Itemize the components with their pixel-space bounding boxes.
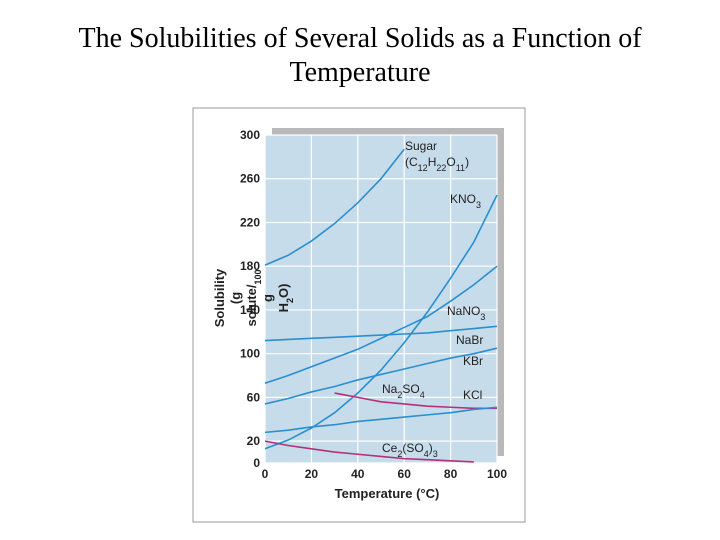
label-part: 3 bbox=[480, 312, 485, 322]
series-label: NaBr bbox=[456, 333, 483, 347]
label-part: ) bbox=[429, 441, 433, 455]
label-part: 2 bbox=[285, 298, 295, 303]
label-part: Ce bbox=[382, 441, 398, 455]
x-tick-label: 20 bbox=[305, 467, 319, 481]
y-tick-label: 180 bbox=[240, 259, 260, 273]
label-part: 3 bbox=[476, 200, 481, 210]
label-part: 12 bbox=[418, 163, 428, 173]
label-part: solute/ bbox=[244, 284, 259, 326]
series-line bbox=[264, 148, 405, 266]
label-part: O bbox=[446, 155, 455, 169]
series-label: Sugar (C12H22O11) bbox=[405, 139, 469, 173]
series-label: Na2SO4 bbox=[382, 382, 425, 400]
label-part: NaNO bbox=[447, 304, 480, 318]
y-tick-label: 140 bbox=[240, 303, 260, 317]
label-part: NaBr bbox=[456, 333, 483, 347]
series-label: NaNO3 bbox=[447, 304, 485, 322]
label-part: KBr bbox=[463, 354, 483, 368]
series-line bbox=[264, 265, 498, 384]
label-part: g bbox=[260, 294, 275, 302]
series-label: KCl bbox=[463, 388, 482, 402]
label-part: 4 bbox=[424, 449, 429, 459]
lines bbox=[264, 148, 498, 463]
grid bbox=[264, 134, 498, 464]
plot-area bbox=[265, 135, 497, 463]
y-tick-label: 0 bbox=[253, 456, 260, 470]
x-axis-title: Temperature (°C) bbox=[335, 486, 440, 501]
series-label: KNO3 bbox=[450, 192, 481, 210]
series-label: KBr bbox=[463, 354, 483, 368]
label-part: 2 bbox=[397, 390, 402, 400]
y-tick-label: 20 bbox=[247, 434, 261, 448]
series-line bbox=[264, 347, 498, 405]
label-part: H bbox=[428, 155, 437, 169]
label-part: Sugar bbox=[405, 139, 437, 153]
label-part: 100 bbox=[253, 270, 263, 285]
y-tick-label: 220 bbox=[240, 215, 260, 229]
label-part: 11 bbox=[456, 163, 465, 173]
x-tick-label: 80 bbox=[444, 467, 458, 481]
label-part: (C bbox=[405, 155, 418, 169]
slide-title: The Solubilities of Several Solids as a … bbox=[78, 23, 642, 88]
y-tick-label: 300 bbox=[240, 128, 260, 142]
label-part: H bbox=[276, 303, 291, 312]
series-line bbox=[264, 406, 498, 434]
label-part: (g bbox=[228, 292, 243, 304]
label-part: Na bbox=[382, 382, 398, 396]
series-line bbox=[334, 392, 497, 410]
label-part: SO bbox=[402, 382, 419, 396]
x-tick-label: 100 bbox=[487, 467, 507, 481]
series-line bbox=[264, 194, 498, 450]
x-tick-label: 40 bbox=[351, 467, 365, 481]
x-tick-label: 60 bbox=[398, 467, 412, 481]
label-part: ) bbox=[465, 155, 469, 169]
label-part: (SO bbox=[402, 441, 423, 455]
y-tick-label: 260 bbox=[240, 172, 260, 186]
y-tick-label: 60 bbox=[247, 390, 261, 404]
series-line bbox=[264, 440, 474, 463]
y-axis-title: Solubility(gsolute/100 gH2O) bbox=[212, 268, 295, 327]
y-tick-label: 100 bbox=[240, 347, 260, 361]
series-line bbox=[264, 325, 498, 342]
label-part: 2 bbox=[397, 449, 402, 459]
label-part: 3 bbox=[433, 449, 438, 459]
label-part: KNO bbox=[450, 192, 476, 206]
series-label: Ce2(SO4)3 bbox=[382, 441, 438, 459]
label-part: Solubility bbox=[212, 268, 227, 327]
label-part: KCl bbox=[463, 388, 482, 402]
label-part: 4 bbox=[420, 390, 425, 400]
x-tick-label: 0 bbox=[262, 467, 269, 481]
label-part: 22 bbox=[436, 163, 446, 173]
label-part: O) bbox=[276, 284, 291, 298]
